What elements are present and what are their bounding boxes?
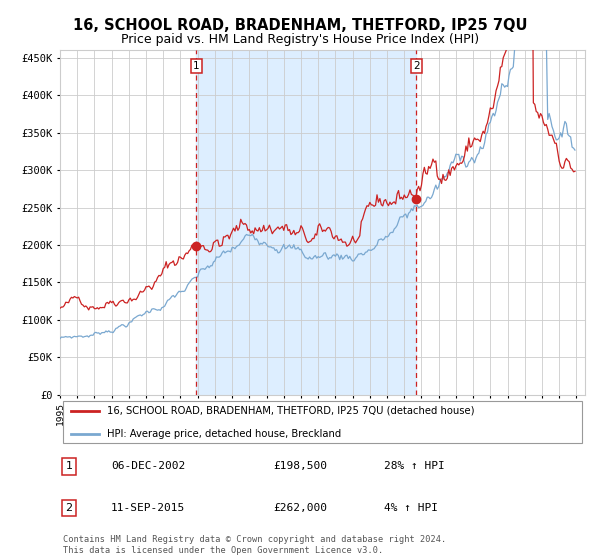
Text: 1: 1: [65, 461, 73, 472]
Text: 4% ↑ HPI: 4% ↑ HPI: [384, 503, 438, 513]
Text: Price paid vs. HM Land Registry's House Price Index (HPI): Price paid vs. HM Land Registry's House …: [121, 32, 479, 46]
Text: 06-DEC-2002: 06-DEC-2002: [111, 461, 185, 472]
Text: £262,000: £262,000: [273, 503, 327, 513]
Text: 1: 1: [193, 61, 200, 71]
Text: 2: 2: [413, 61, 419, 71]
Text: 2: 2: [65, 503, 73, 513]
Text: 28% ↑ HPI: 28% ↑ HPI: [384, 461, 445, 472]
Bar: [196, 50, 416, 395]
Text: HPI: Average price, detached house, Breckland: HPI: Average price, detached house, Brec…: [107, 429, 341, 438]
Text: Contains HM Land Registry data © Crown copyright and database right 2024.
This d: Contains HM Land Registry data © Crown c…: [63, 535, 446, 554]
Text: £198,500: £198,500: [273, 461, 327, 472]
Text: 11-SEP-2015: 11-SEP-2015: [111, 503, 185, 513]
FancyBboxPatch shape: [62, 401, 582, 444]
Text: 16, SCHOOL ROAD, BRADENHAM, THETFORD, IP25 7QU: 16, SCHOOL ROAD, BRADENHAM, THETFORD, IP…: [73, 18, 527, 32]
Text: 16, SCHOOL ROAD, BRADENHAM, THETFORD, IP25 7QU (detached house): 16, SCHOOL ROAD, BRADENHAM, THETFORD, IP…: [107, 406, 475, 416]
